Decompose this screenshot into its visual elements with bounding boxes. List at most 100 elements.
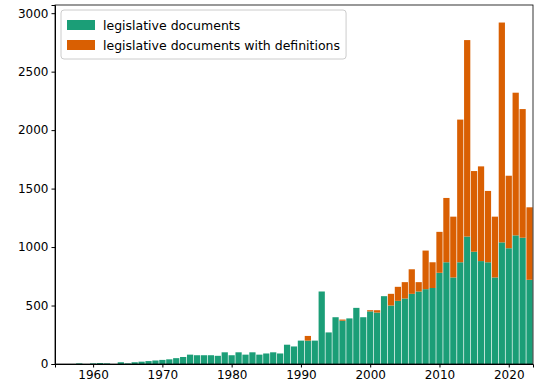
bar [312, 341, 318, 364]
y-tick-label: 1500 [18, 182, 49, 196]
x-tick-label: 1970 [148, 368, 179, 382]
bar [319, 291, 325, 292]
bar [499, 242, 505, 364]
bar [464, 40, 470, 236]
bar [138, 361, 144, 362]
y-tick-label: 0 [41, 357, 49, 371]
bar [152, 360, 158, 361]
y-tick: 1500 [18, 182, 55, 196]
legend-swatch [67, 20, 95, 30]
y-tick-mark [52, 189, 56, 190]
bar [360, 317, 366, 318]
bar [367, 310, 373, 311]
bar [506, 248, 512, 364]
bar [97, 363, 103, 364]
frame [55, 5, 533, 364]
bar [284, 345, 290, 364]
x-tick-mark [301, 364, 302, 368]
bar [201, 355, 207, 356]
bar [118, 362, 124, 363]
bar [416, 291, 422, 364]
bar [519, 238, 525, 364]
x-tick: 1980 [217, 364, 248, 382]
legend-item: legislative documents with definitions [67, 38, 340, 53]
bar [332, 317, 338, 364]
bar [388, 294, 394, 306]
bar [519, 109, 525, 238]
x-tick-mark [509, 364, 510, 368]
bar [429, 262, 435, 288]
bar [402, 282, 408, 298]
bar [208, 355, 214, 364]
legend-item: legislative documents [67, 18, 240, 33]
bar [409, 269, 415, 294]
bar [513, 235, 519, 364]
bar [513, 93, 519, 236]
x-tick: 1970 [148, 364, 179, 382]
bar [471, 171, 477, 252]
bar [145, 361, 151, 364]
x-axis: 1960 1970 1980 1990 2000 2010 2020 [56, 364, 534, 382]
bar [215, 356, 221, 364]
x-tick: 2010 [425, 364, 456, 382]
bar [326, 332, 332, 333]
x-tick-label: 2020 [494, 368, 525, 382]
legend-label: legislative documents [103, 18, 240, 33]
plot: 1960197019801990200020102020050010001500… [18, 5, 534, 382]
bar [416, 282, 422, 291]
y-tick-label: 2500 [18, 65, 49, 79]
bar [187, 355, 193, 364]
legend-label: legislative documents with definitions [103, 38, 340, 53]
bar [242, 354, 248, 355]
bar [346, 318, 352, 319]
bar [492, 277, 498, 364]
bar [457, 120, 463, 263]
y-tick-mark [52, 364, 56, 365]
bar [235, 352, 241, 364]
bar [485, 191, 491, 262]
x-tick-label: 1980 [217, 368, 248, 382]
bar [263, 353, 269, 364]
bar [485, 262, 491, 364]
bar [381, 296, 387, 297]
bar [450, 217, 456, 278]
bar [478, 261, 484, 364]
x-tick-label: 2000 [355, 368, 386, 382]
y-tick-mark [52, 306, 56, 307]
bar [305, 336, 311, 341]
bar [249, 352, 255, 364]
y-axis: 050010001500200025003000 [18, 6, 56, 372]
bar [339, 320, 345, 321]
bar [492, 217, 498, 278]
bar [166, 359, 172, 364]
bar [526, 207, 532, 280]
bar [319, 291, 325, 364]
bar [381, 296, 387, 364]
bar [194, 355, 200, 356]
x-tick: 1960 [78, 364, 109, 382]
bar [360, 317, 366, 364]
bar [423, 251, 429, 290]
bar [187, 354, 193, 355]
y-tick-label: 3000 [18, 7, 49, 21]
y-tick-mark [52, 247, 56, 248]
legend-swatch [67, 40, 95, 50]
bar [208, 355, 214, 356]
bar [395, 301, 401, 364]
bar [305, 341, 311, 364]
bars [76, 23, 533, 364]
bar [353, 307, 359, 308]
bar [346, 318, 352, 364]
bar [478, 166, 484, 261]
bar [235, 352, 241, 353]
x-tick-mark [439, 364, 440, 368]
y-axis-line [52, 6, 56, 365]
bar [159, 359, 165, 360]
bar [229, 355, 235, 356]
x-tick: 1990 [286, 364, 317, 382]
x-tick-mark [232, 364, 233, 368]
bar [464, 237, 470, 364]
x-tick: 2000 [355, 364, 386, 382]
bar [450, 277, 456, 364]
x-tick: 2020 [494, 364, 525, 382]
